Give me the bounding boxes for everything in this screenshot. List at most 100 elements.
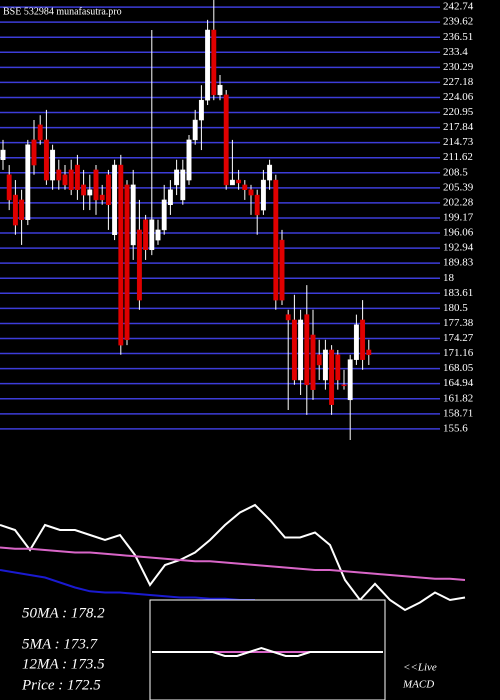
- indicator-line: [0, 503, 466, 612]
- chart-title: BSE 532984 munafasutra.pro: [3, 6, 122, 17]
- indicator-panel: [0, 503, 466, 612]
- candle-body: [155, 229, 161, 241]
- candle-body: [298, 319, 304, 381]
- indicator-line: [0, 569, 255, 601]
- y-tick-label: 174.27: [443, 332, 474, 344]
- y-tick-label: 183.61: [443, 287, 473, 299]
- y-tick-label: 211.62: [443, 151, 473, 163]
- candle-body: [322, 349, 328, 381]
- y-tick-label: 199.17: [443, 211, 474, 223]
- y-tick-label: 242.74: [443, 1, 474, 13]
- stat-label: 12MA : 173.5: [22, 656, 105, 672]
- y-tick-label: 161.82: [443, 392, 473, 404]
- candle-body: [37, 124, 43, 141]
- candle-body: [56, 169, 62, 181]
- y-tick-label: 155.6: [443, 422, 468, 434]
- candle-body: [99, 194, 105, 201]
- candle-body: [198, 99, 204, 121]
- stats: 50MA : 178.2 5MA : 173.7 12MA : 173.5 Price…: [21, 605, 105, 693]
- y-tick-label: 180.5: [443, 302, 468, 314]
- candle-body: [81, 184, 87, 196]
- stat-label: Price : 172.5: [21, 677, 101, 693]
- candle-body: [186, 139, 192, 181]
- candle-body: [236, 179, 242, 184]
- candle-body: [19, 199, 25, 221]
- candle-body: [136, 229, 142, 301]
- candle-body: [273, 179, 279, 301]
- candle-body: [174, 169, 180, 186]
- candle-body: [211, 29, 217, 96]
- y-tick-label: 217.84: [443, 121, 474, 133]
- y-tick-label: 168.05: [443, 362, 474, 374]
- y-tick-label: 171.16: [443, 347, 474, 359]
- candle-body: [217, 84, 223, 96]
- candle-body: [112, 164, 118, 236]
- candle-body: [124, 184, 130, 341]
- candle-body: [50, 149, 56, 181]
- stat-label: 50MA : 178.2: [22, 605, 105, 621]
- candle-body: [254, 194, 260, 216]
- macd-label: MACD: [402, 679, 434, 691]
- y-tick-label: 192.94: [443, 242, 474, 254]
- y-tick-label: 208.5: [443, 166, 468, 178]
- candle-body: [248, 189, 254, 196]
- candle-body: [267, 164, 273, 181]
- y-tick-label: 214.73: [443, 136, 474, 148]
- y-tick-label: 189.83: [443, 257, 474, 269]
- candle-body: [161, 199, 167, 231]
- macd-panel: [152, 646, 383, 657]
- candle-body: [310, 334, 316, 390]
- candle-body: [31, 139, 37, 166]
- candle-body: [223, 94, 229, 186]
- y-tick-label: 233.4: [443, 46, 468, 58]
- candle-body: [43, 139, 49, 181]
- y-tick-label: 230.29: [443, 61, 474, 73]
- candle-body: [118, 164, 124, 346]
- candle-body: [74, 164, 80, 190]
- candle-body: [0, 149, 6, 160]
- candle-body: [143, 219, 149, 251]
- candle-body: [335, 354, 341, 381]
- y-tick-label: 196.06: [443, 227, 474, 239]
- candle-body: [105, 174, 111, 206]
- candles: [0, 0, 372, 440]
- candle-body: [229, 179, 235, 186]
- candle-body: [130, 184, 136, 246]
- candle-body: [285, 314, 291, 321]
- candle-body: [260, 179, 266, 211]
- candle-body: [304, 314, 310, 386]
- candle-body: [12, 194, 18, 226]
- candle-body: [25, 144, 31, 221]
- y-tick-label: 177.38: [443, 317, 474, 329]
- y-tick-label: 18: [443, 272, 455, 284]
- candle-body: [353, 324, 359, 360]
- candle-body: [62, 174, 68, 186]
- indicator-line: [152, 646, 383, 657]
- candle-body: [93, 169, 99, 201]
- candle-body: [347, 359, 353, 401]
- candle-body: [68, 169, 74, 190]
- y-tick-label: 224.06: [443, 91, 474, 103]
- y-tick-label: 239.62: [443, 16, 473, 28]
- candle-body: [366, 349, 372, 356]
- indicator-line: [0, 546, 466, 581]
- candle-body: [167, 189, 173, 206]
- candle-body: [205, 29, 211, 101]
- y-tick-label: 220.95: [443, 106, 474, 118]
- candle-body: [192, 119, 198, 141]
- candle-body: [360, 319, 366, 360]
- candle-body: [149, 219, 155, 251]
- candle-body: [180, 169, 186, 201]
- y-tick-label: 158.71: [443, 407, 473, 419]
- y-tick-label: 164.94: [443, 377, 474, 389]
- live-label: <<Live: [403, 662, 437, 674]
- candle-body: [87, 189, 93, 196]
- candle-body: [242, 184, 248, 190]
- candle-body: [279, 239, 285, 301]
- candle-body: [291, 319, 297, 381]
- candle-body: [341, 384, 347, 387]
- candle-body: [6, 174, 12, 201]
